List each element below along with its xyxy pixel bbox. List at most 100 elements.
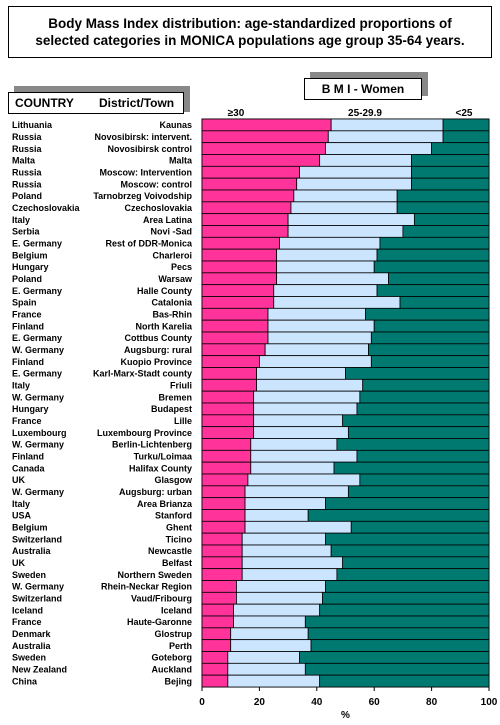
row-district-label: Catalonia (151, 298, 193, 308)
bar-segment-30-32 (201, 485, 246, 499)
bar-segment-30-39 (201, 568, 243, 581)
row-district-label: Area Latina (143, 215, 193, 225)
bar-segment-30-19 (201, 331, 269, 345)
bar-segment-30-31 (201, 473, 249, 487)
row-country-label: Finland (12, 452, 44, 462)
row-country-label: France (12, 416, 42, 426)
bar-segment-25-29-9-46 (227, 651, 300, 664)
bar-segment-25-6 (411, 177, 490, 191)
row-district-label: Moscow: Intervention (99, 168, 192, 178)
row-country-label: Russia (12, 168, 43, 178)
bar-segment-30-7 (201, 189, 295, 203)
row-country-label: Luxembourg (12, 428, 67, 438)
row-district-label: Area Brianza (137, 499, 193, 509)
bar-segment-25-26 (342, 414, 490, 428)
bar-segment-25-35 (350, 520, 490, 534)
bar-segment-30-12 (201, 248, 278, 262)
bar-segment-25-29-9-34 (244, 509, 309, 522)
bar-segment-30-34 (201, 509, 246, 522)
row-district-label: Cottbus County (125, 333, 193, 343)
bar-segment-25-43 (304, 615, 490, 629)
bar-segment-25-33 (325, 497, 490, 510)
bar-segment-30-22 (201, 367, 257, 380)
row-district-label: Iceland (161, 605, 192, 615)
bar-segment-25-29-9-23 (256, 378, 364, 392)
row-district-label: Budapest (151, 404, 192, 414)
bar-segment-30-29 (201, 449, 252, 463)
bar-segment-25-29 (356, 449, 490, 463)
bar-segment-30-23 (201, 378, 257, 392)
bar-segment-25-28 (336, 438, 490, 451)
row-country-label: Switzerland (12, 594, 62, 604)
x-tick-label: 20 (254, 697, 266, 708)
bar-segment-25-29-9-26 (253, 414, 344, 428)
bar-segment-30-30 (201, 461, 252, 475)
bar-segment-25-29-9-31 (247, 473, 361, 487)
row-country-label: New Zealand (12, 665, 67, 675)
column-header-1: ≥30 (228, 108, 245, 119)
bar-segment-25-22 (345, 367, 490, 380)
bar-segment-30-48 (201, 674, 229, 688)
bar-segment-25-34 (307, 509, 490, 522)
bar-segment-30-18 (201, 319, 269, 333)
bar-segment-25-16 (399, 296, 490, 309)
bar-segment-25-37 (330, 544, 490, 558)
bar-segment-30-4 (201, 154, 321, 167)
bar-segment-25-44 (307, 627, 490, 641)
bar-segment-30-36 (201, 532, 243, 546)
country-header: COUNTRY (15, 96, 74, 110)
bar-segment-25-29-9-16 (273, 296, 401, 309)
row-country-label: Czechoslovakia (12, 203, 81, 213)
bar-segment-30-1 (201, 118, 332, 132)
row-country-label: Poland (12, 191, 42, 201)
row-country-label: UK (12, 475, 25, 485)
bar-segment-30-21 (201, 355, 260, 368)
row-district-label: Bejing (164, 676, 192, 686)
row-country-label: Malta (12, 156, 36, 166)
bar-segment-25-29-9-11 (279, 236, 381, 250)
row-district-label: Pecs (171, 262, 192, 272)
row-district-label: Rhein-Neckar Region (101, 582, 192, 592)
bar-segment-25-29-9-9 (287, 213, 415, 226)
bar-segment-30-41 (201, 591, 237, 605)
bar-segment-25-29-9-45 (230, 639, 312, 652)
row-country-label: Belgium (12, 523, 48, 533)
bar-segment-25-24 (359, 390, 490, 404)
bar-segment-25-45 (310, 639, 490, 652)
row-country-label: Hungary (12, 404, 49, 414)
row-country-label: W. Germany (12, 440, 64, 450)
bar-segment-30-8 (201, 201, 292, 215)
bar-segment-25-29-9-30 (250, 461, 335, 475)
row-district-label: Augsburg: rural (124, 345, 192, 355)
row-district-label: Newcastle (148, 546, 192, 556)
bar-segment-25-7 (396, 189, 490, 203)
bar-segment-30-42 (201, 603, 234, 617)
bar-segment-25-29-9-19 (267, 331, 372, 345)
bar-segment-25-29-9-28 (250, 438, 338, 451)
row-country-label: Belgium (12, 250, 48, 260)
row-country-label: Russia (12, 144, 43, 154)
row-country-label: Iceland (12, 605, 43, 615)
bar-segment-25-29-9-20 (264, 343, 369, 357)
bar-segment-25-29-9-10 (287, 225, 404, 238)
bar-segment-30-33 (201, 497, 246, 510)
bar-segment-25-20 (368, 343, 490, 357)
x-axis-label: % (341, 710, 350, 721)
row-district-label: Kuopio Province (120, 357, 192, 367)
row-district-label: Bremen (158, 392, 192, 402)
row-district-label: Augsburg: urban (119, 487, 192, 497)
row-district-label: Halifax County (129, 463, 192, 473)
bar-segment-30-14 (201, 272, 278, 286)
bar-segment-25-23 (362, 378, 490, 392)
bar-segment-25-29-9-40 (236, 580, 326, 593)
bar-segment-30-9 (201, 213, 289, 226)
bar-segment-30-17 (201, 307, 269, 321)
bar-segment-25-10 (402, 225, 490, 238)
row-country-label: Italy (12, 381, 30, 391)
row-district-label: Bas-Rhin (152, 310, 192, 320)
row-district-label: Novosibirsk: intervent. (94, 132, 192, 142)
bar-segment-25-21 (370, 355, 490, 368)
row-district-label: Charleroi (152, 250, 192, 260)
bar-segment-25-29-9-18 (267, 319, 375, 333)
row-district-label: Czechoslovakia (124, 203, 193, 213)
